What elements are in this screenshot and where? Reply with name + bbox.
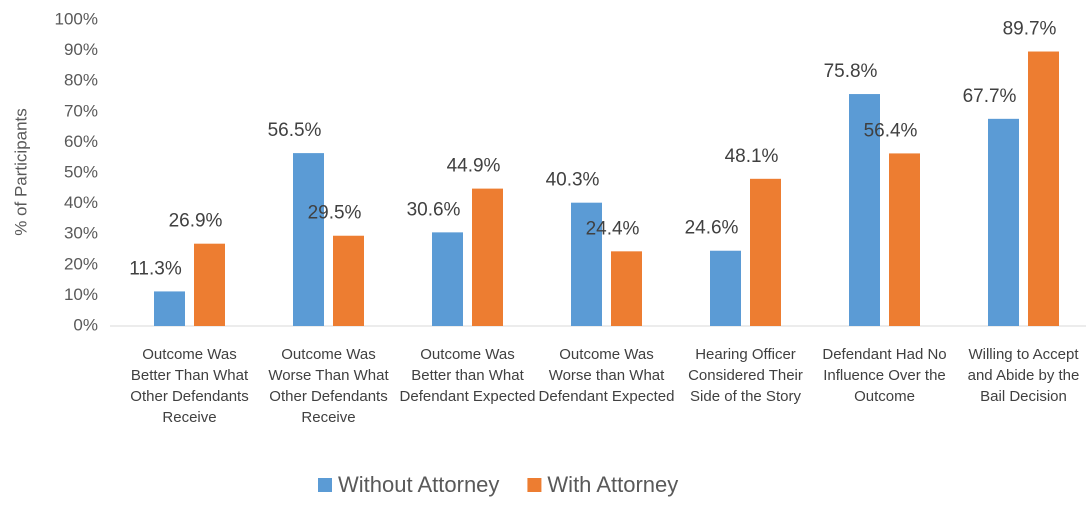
bar: [1028, 51, 1059, 326]
bar: [710, 250, 741, 326]
bar: [988, 118, 1019, 326]
bar: [472, 188, 503, 326]
y-tick-label: 20%: [64, 254, 98, 273]
y-tick-label: 60%: [64, 132, 98, 151]
legend-label: With Attorney: [547, 472, 678, 497]
y-axis-label: % of Participants: [11, 108, 30, 236]
data-label: 24.4%: [586, 218, 640, 239]
data-label: 11.3%: [129, 258, 182, 279]
y-tick-label: 10%: [64, 285, 98, 304]
bar: [194, 243, 225, 326]
bar: [333, 235, 364, 326]
data-label: 67.7%: [963, 86, 1017, 107]
legend-swatch: [318, 478, 332, 492]
y-tick-label: 40%: [64, 193, 98, 212]
x-tick-label: Outcome Was Better Than What Other Defen…: [130, 346, 249, 426]
y-tick-label: 70%: [64, 101, 98, 120]
bar: [571, 202, 602, 326]
data-label: 75.8%: [824, 61, 878, 82]
x-tick-label: Hearing Officer Considered Their Side of…: [688, 346, 803, 405]
data-label: 44.9%: [447, 156, 501, 177]
data-label: 26.9%: [169, 211, 223, 232]
y-tick-label: 100%: [55, 9, 98, 28]
data-label: 56.4%: [864, 120, 918, 141]
bar: [432, 232, 463, 326]
data-label: 30.6%: [407, 199, 461, 220]
y-tick-label: 30%: [64, 224, 98, 243]
data-label: 56.5%: [268, 120, 322, 141]
y-tick-label: 80%: [64, 71, 98, 90]
bar: [154, 291, 185, 326]
data-label: 48.1%: [725, 146, 779, 167]
x-tick-label: Outcome Was Better than What Defendant E…: [399, 346, 536, 405]
x-tick-label: Willing to Accept and Abide by the Bail …: [967, 346, 1080, 405]
bar: [849, 94, 880, 326]
y-tick-label: 50%: [64, 162, 98, 181]
bar: [293, 153, 324, 326]
y-tick-label: 90%: [64, 40, 98, 59]
bar: [889, 153, 920, 326]
bar: [611, 251, 642, 326]
legend-swatch: [527, 478, 542, 492]
data-label: 40.3%: [546, 170, 600, 191]
data-label: 24.6%: [685, 218, 739, 239]
bar: [750, 178, 781, 326]
legend-label: Without Attorney: [338, 472, 499, 497]
x-tick-label: Outcome Was Worse than What Defendant Ex…: [538, 346, 675, 405]
x-tick-label: Defendant Had No Influence Over the Outc…: [822, 346, 947, 405]
data-label: 29.5%: [308, 203, 362, 224]
data-label: 89.7%: [1003, 19, 1057, 40]
x-tick-label: Outcome Was Worse Than What Other Defend…: [268, 346, 389, 426]
y-tick-label: 0%: [73, 315, 98, 334]
